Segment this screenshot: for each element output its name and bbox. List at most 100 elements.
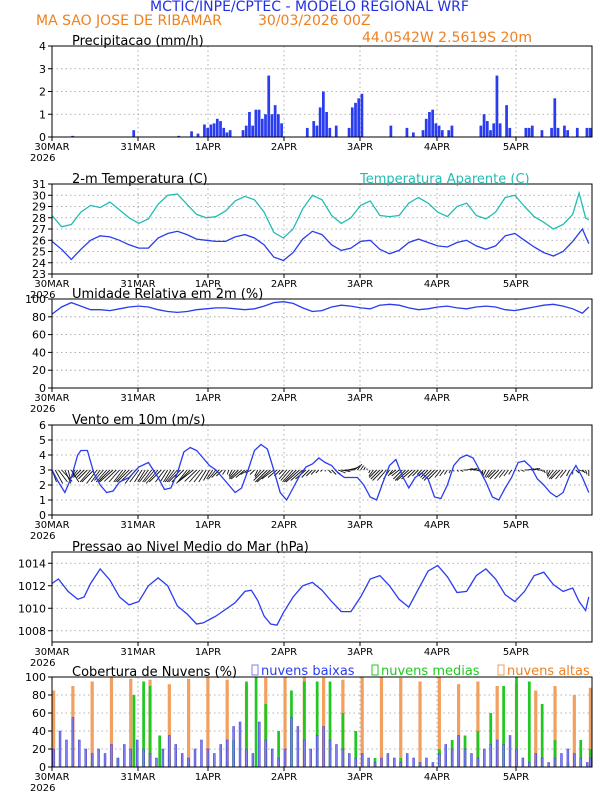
precip-bar bbox=[196, 133, 200, 137]
precip-bar bbox=[318, 107, 322, 137]
cloud-bar-nuvens-medias bbox=[277, 731, 280, 767]
y-tick-label: 20 bbox=[32, 364, 46, 377]
cloud-bar-nuvens-altas bbox=[379, 677, 384, 767]
panel-title-secondary: Temperatura Aparente (C) bbox=[359, 172, 530, 187]
y-tick-label: 80 bbox=[32, 689, 46, 702]
precip-bar bbox=[215, 118, 219, 137]
wind-vector bbox=[394, 469, 406, 481]
precip-bar bbox=[505, 105, 508, 137]
wind-vector bbox=[416, 469, 422, 475]
cloud-bar-nuvens-altas bbox=[283, 677, 287, 767]
wind-vector bbox=[134, 469, 143, 483]
precip-bar bbox=[450, 125, 454, 137]
legend-label: nuvens baixas bbox=[261, 664, 355, 679]
panel-slp: 1008 1010 1012 1014 30MAR 31MAR 1APR 2APR 3APR 4A… bbox=[18, 540, 593, 669]
wind-vector bbox=[179, 469, 194, 481]
series-line bbox=[51, 227, 590, 262]
cloud-bar-nuvens-baixas bbox=[393, 757, 396, 768]
precip-bar bbox=[203, 124, 206, 137]
x-tick-label: 3APR bbox=[347, 279, 373, 290]
cloud-bar-nuvens-medias bbox=[527, 681, 531, 767]
x-tick-label: 5APR bbox=[503, 647, 529, 658]
precip-bar bbox=[482, 114, 486, 137]
wind-vector bbox=[94, 469, 104, 481]
precip-bar bbox=[492, 123, 496, 137]
cloud-bar-nuvens-baixas bbox=[296, 726, 300, 768]
series-line bbox=[51, 301, 590, 315]
wind-vector bbox=[387, 469, 394, 477]
y-tick-label: 24 bbox=[32, 257, 46, 270]
precip-bar bbox=[421, 130, 425, 137]
wind-vector bbox=[517, 469, 520, 472]
y-tick-label: 3 bbox=[39, 464, 46, 477]
wind-vector bbox=[163, 469, 172, 483]
wind-vector bbox=[368, 469, 374, 477]
cloud-bar-nuvens-medias bbox=[341, 713, 345, 767]
cloud-bar-nuvens-baixas bbox=[360, 753, 364, 768]
wind-vector bbox=[97, 469, 111, 483]
precip-bar bbox=[357, 98, 361, 137]
precip-bar bbox=[508, 127, 512, 137]
cloud-bar-nuvens-medias bbox=[515, 677, 518, 767]
cloud-bar-nuvens-baixas bbox=[322, 726, 325, 768]
year-label: 2026 bbox=[30, 783, 55, 792]
wind-vector bbox=[412, 469, 419, 477]
panel-clouds: 0 20 40 60 80 100 30MAR 31MAR 1APR 2APR 3APR 4APR 5A… bbox=[25, 664, 593, 792]
cloud-bar-nuvens-baixas bbox=[84, 748, 87, 768]
year-label: 2026 bbox=[30, 531, 55, 542]
panel-title: Vento em 10m (m/s) bbox=[72, 413, 205, 428]
wind-vector bbox=[78, 469, 88, 480]
wind-vector bbox=[222, 469, 226, 475]
y-tick-label: 100 bbox=[25, 671, 46, 684]
wind-vector bbox=[285, 469, 300, 483]
x-tick-label: 30MAR bbox=[34, 772, 69, 783]
precip-bar bbox=[248, 111, 251, 137]
wind-vector bbox=[439, 469, 445, 477]
cloud-bar-nuvens-baixas bbox=[367, 757, 370, 768]
wind-vector bbox=[469, 468, 478, 471]
cloud-bar-nuvens-baixas bbox=[174, 744, 177, 768]
cloud-bar-nuvens-baixas bbox=[52, 748, 55, 768]
precip-bar bbox=[328, 127, 332, 137]
wind-vector bbox=[108, 469, 120, 483]
wind-vector bbox=[159, 469, 169, 483]
x-tick-label: 2APR bbox=[271, 279, 297, 290]
panel-title: Umidade Relativa em 2m (%) bbox=[72, 287, 263, 302]
wind-vector bbox=[168, 469, 181, 483]
cloud-bar-nuvens-baixas bbox=[348, 753, 351, 768]
cloud-bar-nuvens-baixas bbox=[71, 717, 75, 768]
cloud-bar-nuvens-baixas bbox=[328, 739, 332, 768]
wind-vector bbox=[527, 468, 534, 471]
wind-vector bbox=[582, 469, 586, 474]
cloud-bar-nuvens-altas bbox=[109, 677, 114, 767]
precip-bar bbox=[244, 125, 248, 137]
cloud-bar-nuvens-baixas bbox=[97, 748, 100, 768]
wind-vector bbox=[54, 469, 64, 484]
wind-vector bbox=[235, 469, 246, 478]
x-tick-label: 4APR bbox=[424, 647, 450, 658]
year-label: 2026 bbox=[30, 658, 55, 669]
plot-frame bbox=[51, 45, 593, 138]
wind-vector bbox=[434, 469, 442, 478]
cloud-bar-nuvens-altas bbox=[553, 686, 557, 767]
precip-bar bbox=[575, 127, 579, 137]
y-tick-label: 1008 bbox=[18, 625, 46, 638]
wind-vector bbox=[228, 469, 233, 477]
x-tick-label: 4APR bbox=[424, 772, 450, 783]
wind-vector bbox=[71, 469, 79, 478]
x-tick-label: 5APR bbox=[503, 520, 529, 531]
series-line bbox=[51, 443, 590, 502]
precip-bar bbox=[270, 114, 274, 137]
x-tick-label: 3APR bbox=[347, 772, 373, 783]
precip-bar bbox=[260, 118, 264, 137]
y-tick-label: 80 bbox=[32, 311, 46, 324]
precip-bar bbox=[428, 111, 431, 137]
cloud-bar-nuvens-baixas bbox=[405, 753, 409, 768]
cloud-bar-nuvens-altas bbox=[90, 681, 94, 767]
wind-vector bbox=[255, 469, 268, 483]
cloud-bar-nuvens-baixas bbox=[58, 730, 62, 768]
cloud-bar-nuvens-altas bbox=[187, 678, 191, 767]
wind-vector bbox=[487, 469, 496, 478]
cloud-bar-nuvens-medias bbox=[315, 681, 319, 767]
precip-bar bbox=[498, 123, 502, 137]
